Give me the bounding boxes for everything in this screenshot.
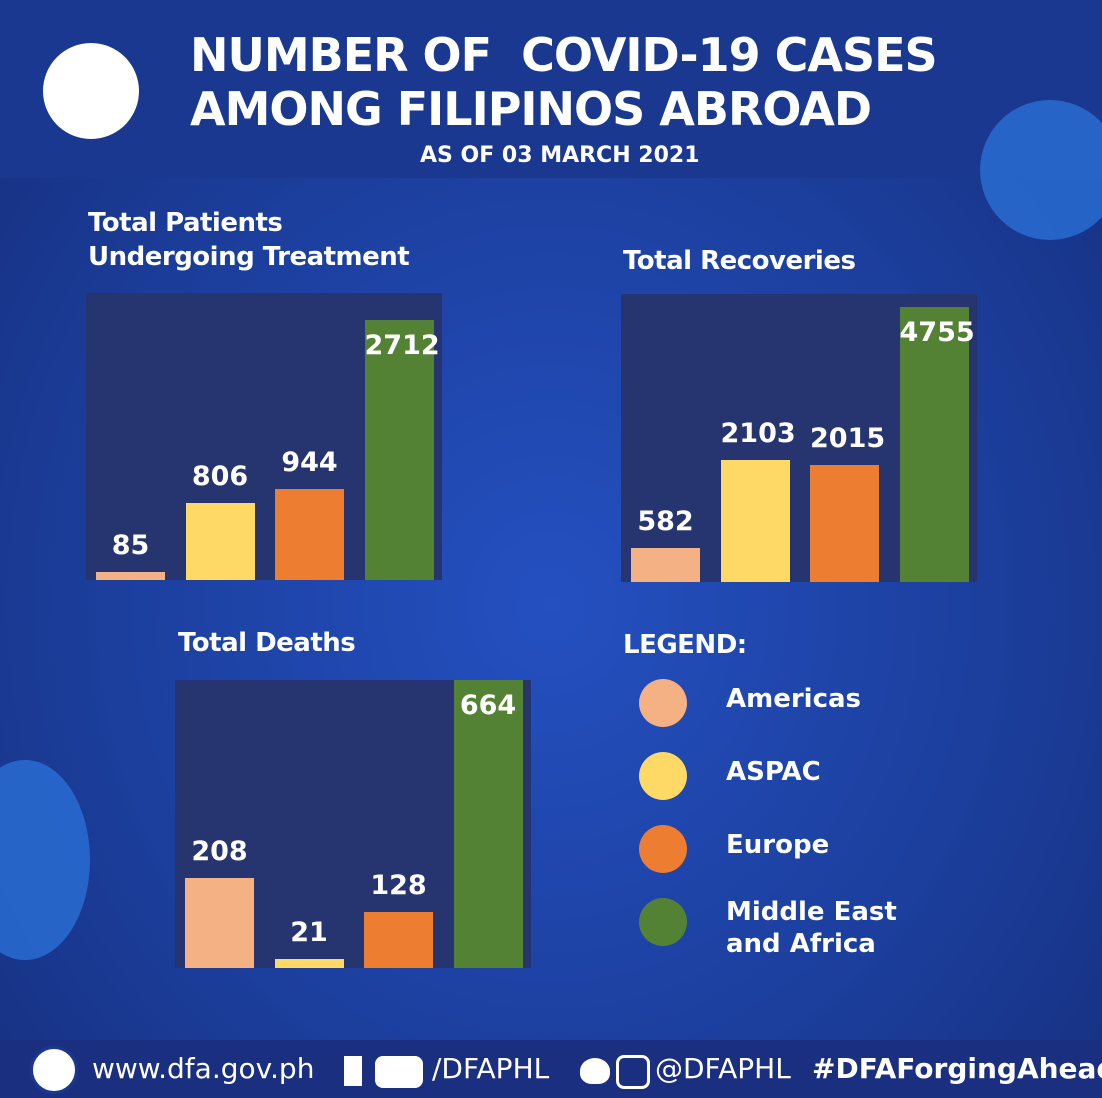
value-label: 2103 bbox=[720, 418, 796, 450]
bar bbox=[96, 571, 165, 580]
legend-label: Americas bbox=[726, 684, 862, 714]
value-label: 664 bbox=[459, 690, 517, 721]
social-handle: /DFAPHL bbox=[432, 1052, 550, 1085]
title-line: AMONG FILIPINOS ABROAD bbox=[190, 82, 872, 136]
bar bbox=[899, 307, 969, 582]
chart-title: Total Recoveries bbox=[623, 246, 856, 276]
legend-label: Middle East and Africa bbox=[726, 897, 897, 959]
bar bbox=[274, 958, 344, 968]
bar bbox=[185, 502, 255, 580]
dfa-logo bbox=[30, 1046, 78, 1094]
value-label: 806 bbox=[191, 460, 249, 492]
bar bbox=[720, 460, 790, 582]
bar bbox=[364, 912, 433, 968]
chart-title: Total Patients Undergoing Treatment bbox=[88, 208, 410, 272]
legend-label: ASPAC bbox=[726, 757, 821, 787]
value-label: 4755 bbox=[899, 317, 975, 348]
legend-title: LEGEND: bbox=[623, 630, 747, 660]
value-label: 21 bbox=[290, 916, 328, 948]
facebook-icon bbox=[344, 1056, 362, 1086]
legend-swatch bbox=[639, 898, 687, 946]
title-line: NUMBER OF COVID-19 CASES bbox=[190, 28, 938, 82]
value-label: 85 bbox=[111, 529, 150, 561]
chart-title: Total Deaths bbox=[178, 628, 356, 658]
virus-decoration bbox=[0, 760, 90, 960]
bar bbox=[275, 489, 344, 580]
subtitle: AS OF 03 MARCH 2021 bbox=[420, 143, 700, 168]
value-label: 944 bbox=[281, 447, 338, 479]
legend-label: Europe bbox=[726, 830, 830, 860]
legend-swatch bbox=[639, 752, 687, 800]
legend-swatch bbox=[639, 825, 687, 873]
value-label: 582 bbox=[637, 506, 694, 538]
bar bbox=[631, 548, 700, 582]
bar bbox=[185, 877, 254, 968]
hashtag: #DFAForgingAhead bbox=[812, 1052, 1102, 1085]
virus-decoration bbox=[980, 100, 1102, 240]
value-label: 208 bbox=[191, 835, 248, 867]
youtube-icon bbox=[375, 1056, 423, 1088]
instagram-icon bbox=[616, 1055, 650, 1089]
bar bbox=[810, 465, 879, 582]
twitter-icon bbox=[580, 1058, 610, 1084]
website: www.dfa.gov.ph bbox=[92, 1052, 315, 1085]
header-band bbox=[0, 0, 1102, 178]
legend-swatch bbox=[639, 679, 687, 727]
value-label: 128 bbox=[370, 870, 427, 902]
footer-band bbox=[0, 1040, 1102, 1098]
bar bbox=[364, 320, 434, 580]
social-handle: @DFAPHL bbox=[655, 1052, 791, 1085]
value-label: 2015 bbox=[810, 423, 886, 455]
bar bbox=[453, 680, 523, 968]
value-label: 2712 bbox=[364, 330, 440, 361]
dfa-logo bbox=[40, 40, 142, 142]
